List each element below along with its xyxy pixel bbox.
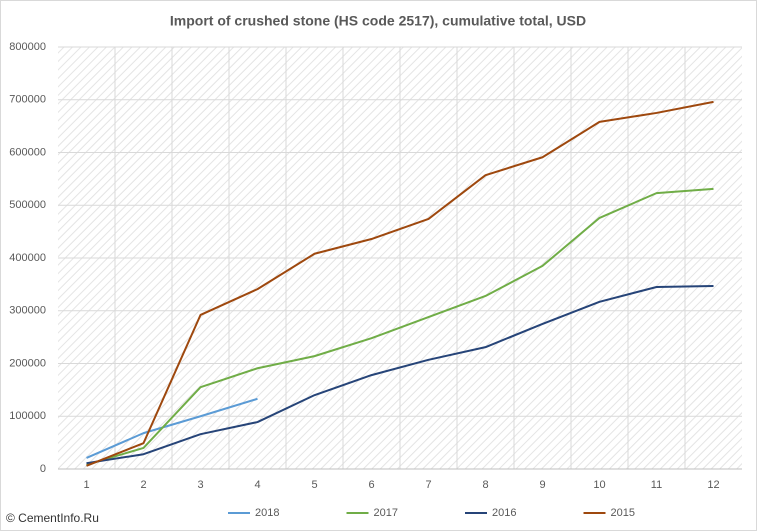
x-tick-label: 11	[651, 479, 662, 491]
chart-title: Import of crushed stone (HS code 2517), …	[170, 13, 586, 29]
x-tick-label: 3	[197, 479, 203, 491]
line-series	[86, 187, 714, 466]
line-series	[86, 100, 714, 467]
line-series	[86, 284, 714, 465]
y-tick-label: 200000	[9, 357, 46, 369]
y-tick-label: 300000	[9, 305, 46, 317]
y-tick-label: 500000	[9, 199, 46, 211]
x-tick-label: 4	[254, 479, 260, 491]
y-tick-label: 100000	[9, 410, 46, 422]
x-tick-label: 12	[707, 479, 719, 491]
legend-label: 2017	[374, 507, 398, 519]
x-tick-label: 8	[482, 479, 488, 491]
legend-label: 2018	[255, 507, 279, 519]
y-tick-label: 700000	[9, 94, 46, 106]
x-tick-label: 2	[140, 479, 146, 491]
y-tick-label: 0	[40, 463, 46, 475]
legend-label: 2016	[492, 507, 516, 519]
y-tick-label: 800000	[9, 41, 46, 53]
x-tick-label: 1	[83, 479, 89, 491]
y-tick-label: 600000	[9, 146, 46, 158]
source: © CementInfo.Ru	[6, 511, 99, 525]
x-tick-label: 5	[311, 479, 317, 491]
legend-label: 2015	[611, 507, 635, 519]
x-tick-label: 10	[593, 479, 605, 491]
x-tick-label: 7	[425, 479, 431, 491]
line-series	[86, 397, 258, 459]
x-tick-label: 9	[539, 479, 545, 491]
y-tick-label: 400000	[9, 252, 46, 264]
x-tick-label: 6	[368, 479, 374, 491]
